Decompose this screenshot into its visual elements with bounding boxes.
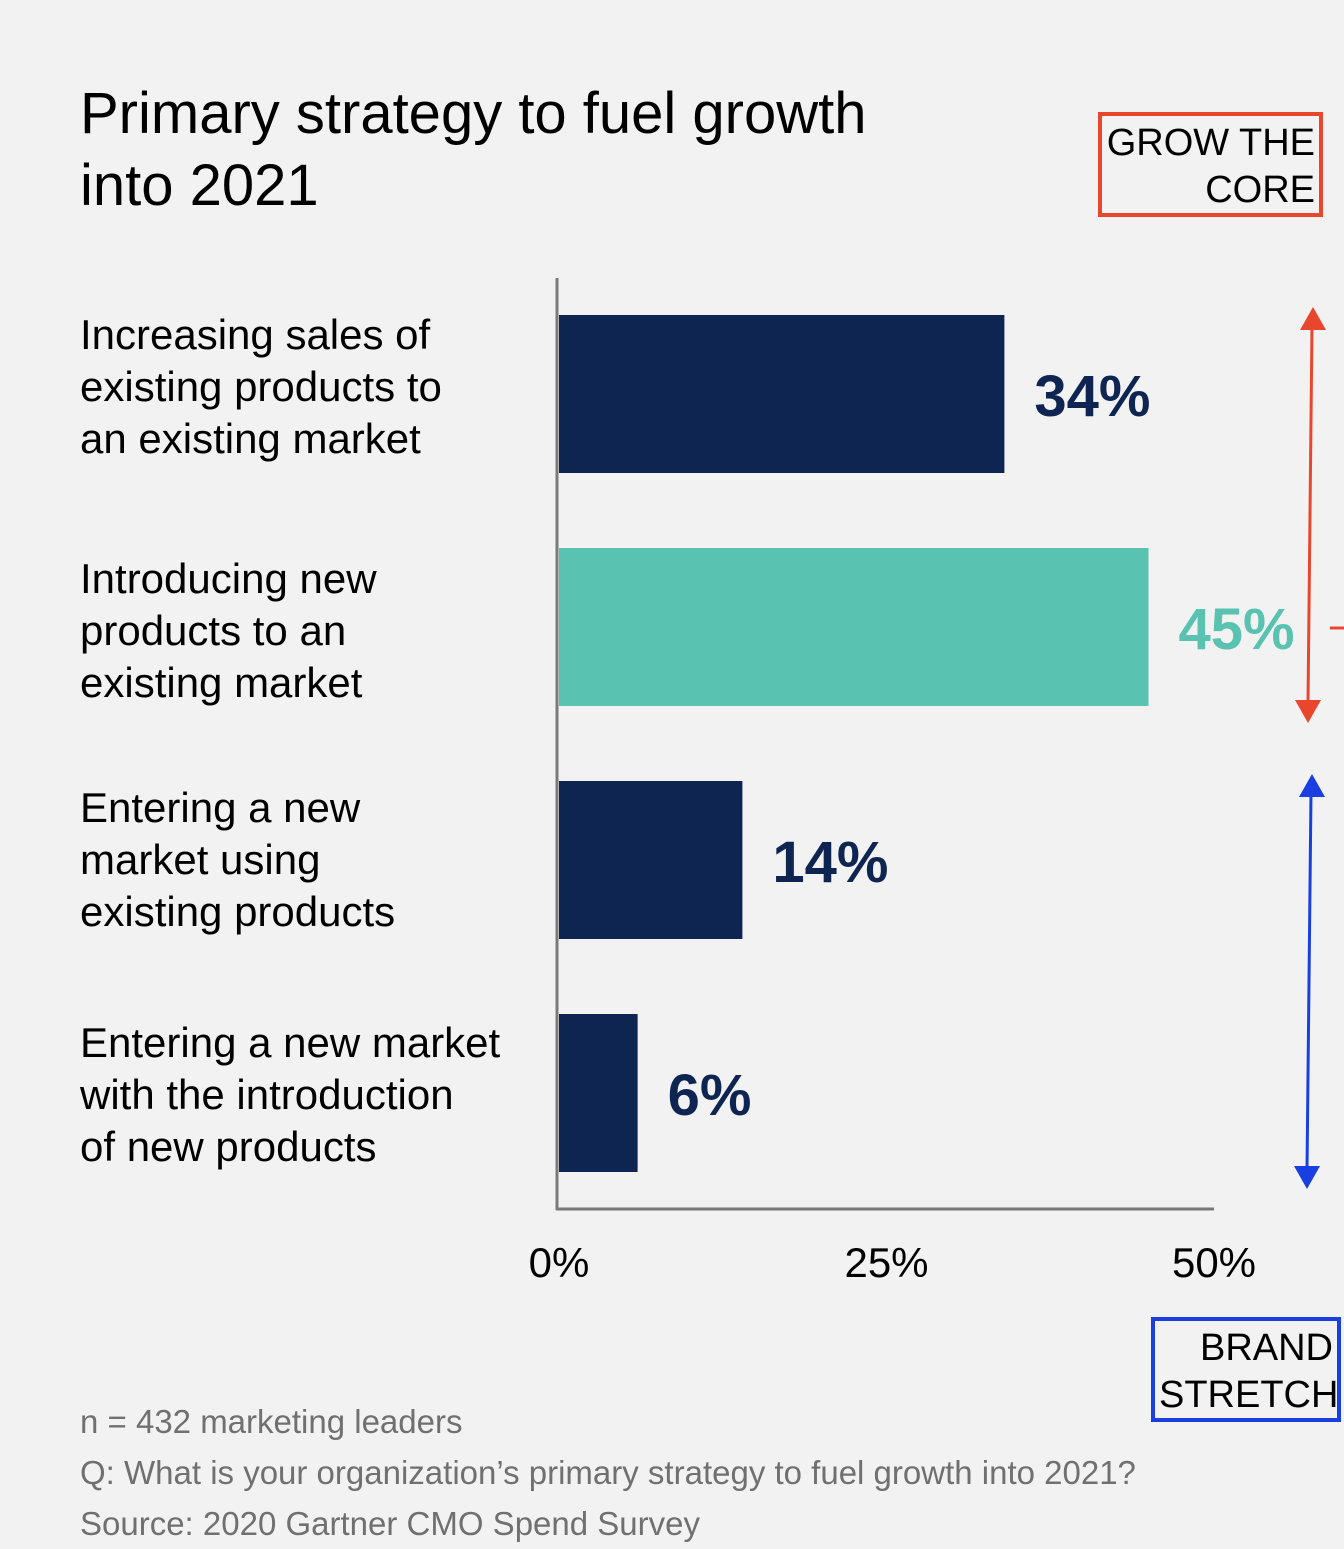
bar-1	[559, 315, 1005, 473]
brand-stretch-arrowhead-down	[1294, 1166, 1320, 1189]
bar-2	[559, 548, 1149, 706]
grow-the-core-arrowhead-up	[1300, 307, 1326, 330]
brand-stretch-arrow-line	[1305, 792, 1313, 1171]
source-note: Source: 2020 Gartner CMO Spend Survey	[80, 1505, 700, 1542]
bar-3	[559, 781, 743, 939]
survey-question-note: Q: What is your organization’s primary s…	[80, 1454, 1136, 1491]
x-tick-label-50: 50%	[1172, 1239, 1256, 1286]
grow-the-core-arrow-line	[1306, 325, 1314, 704]
sample-size-note: n = 432 marketing leaders	[80, 1403, 463, 1440]
category-label-1: Increasing sales of existing products to…	[80, 311, 442, 462]
category-label-2: Introducing new products to an existing …	[80, 555, 377, 706]
value-label-2: 45%	[1179, 597, 1295, 662]
category-label-3: Entering a new market using existing pro…	[80, 784, 396, 935]
bar-4	[559, 1014, 638, 1172]
x-tick-label-0: 0%	[529, 1239, 590, 1286]
grow-the-core-arrowhead-down	[1295, 700, 1321, 723]
brand-stretch-tag: BRAND STRETCH	[1151, 1317, 1341, 1422]
value-label-1: 34%	[1034, 364, 1150, 429]
category-label-4: Entering a new market with the introduct…	[80, 1019, 501, 1170]
value-label-3: 14%	[772, 830, 888, 895]
grow-the-core-tag: GROW THE CORE	[1098, 112, 1323, 217]
brand-stretch-arrowhead-up	[1299, 774, 1325, 797]
chart-title: Primary strategy to fuel growth into 202…	[80, 81, 867, 218]
x-tick-label-25: 25%	[844, 1239, 928, 1286]
value-label-4: 6%	[668, 1063, 752, 1128]
